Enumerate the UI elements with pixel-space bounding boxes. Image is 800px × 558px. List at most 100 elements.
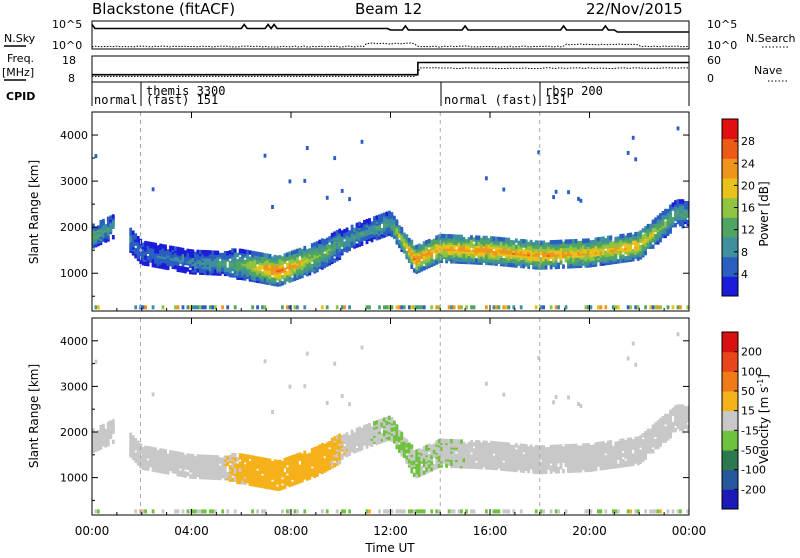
power-echo-cell-1696 bbox=[512, 263, 515, 267]
velocity-echo-cell-1686 bbox=[510, 467, 513, 471]
power-echo-cell-2115 bbox=[607, 252, 610, 256]
power-echo-cell-1243 bbox=[410, 244, 413, 248]
power-echo-cell-1331 bbox=[430, 240, 433, 244]
velocity-echo-cell-1584 bbox=[488, 453, 491, 457]
power-echo-cell-2208 bbox=[627, 305, 630, 309]
velocity-echo-cell-2106 bbox=[604, 455, 607, 459]
power-echo-cell-1757 bbox=[525, 239, 528, 243]
power-echo-cell-288 bbox=[187, 249, 190, 253]
velocity-echo-cell-133 bbox=[144, 460, 147, 464]
power-echo-cell-786 bbox=[301, 249, 304, 253]
power-echo-cell-1235 bbox=[410, 265, 413, 269]
power-echo-cell-1585 bbox=[488, 244, 491, 248]
power-echo-cell-1073 bbox=[368, 305, 371, 309]
power-echo-cell-432 bbox=[221, 305, 224, 309]
power-echo-cell-2408 bbox=[672, 305, 675, 309]
velocity-echo-cell-1942 bbox=[567, 444, 570, 448]
velocity-echo-cell-100 bbox=[134, 438, 137, 442]
velocity-echo-cell-282 bbox=[187, 472, 190, 476]
power-echo-cell-793 bbox=[303, 256, 306, 260]
velocity-echo-cell-318 bbox=[197, 473, 200, 477]
power-echo-cell-2451 bbox=[682, 199, 685, 203]
velocity-echo-cell-588 bbox=[259, 477, 262, 481]
power-echo-cell-774 bbox=[299, 248, 302, 252]
power-echo-cell-1309 bbox=[425, 240, 428, 244]
power-echo-cell-325 bbox=[197, 250, 200, 254]
power-echo-cell-561 bbox=[251, 251, 254, 255]
velocity-echo-cell-2095 bbox=[602, 456, 605, 460]
velocity-echo-cell-797 bbox=[303, 451, 306, 455]
power-echo-cell-1407 bbox=[448, 238, 451, 242]
power-echo-cell-1055 bbox=[366, 240, 369, 244]
power-echo-cell-47 bbox=[102, 219, 105, 223]
velocity-echo-cell-883 bbox=[321, 509, 324, 513]
velocity-echo-cell-162 bbox=[152, 447, 155, 451]
velocity-echo-cell-1435 bbox=[453, 509, 456, 513]
power-echo-cell-535 bbox=[246, 254, 249, 258]
velocity-echo-cell-2286 bbox=[644, 431, 647, 435]
power-echo-cell-82 bbox=[129, 236, 132, 240]
velocity-echo-cell-2157 bbox=[617, 464, 620, 468]
velocity-echo-cell-83 bbox=[129, 437, 132, 441]
power-echo-cell-656 bbox=[274, 274, 277, 278]
power-echo-cell-585 bbox=[256, 305, 259, 309]
velocity-echo-cell-536 bbox=[246, 454, 249, 458]
velocity-echo-cell-798 bbox=[303, 509, 306, 513]
power-echo-cell-695 bbox=[281, 256, 284, 260]
velocity-echo-cell-471 bbox=[231, 453, 234, 457]
power-echo-cell-833 bbox=[311, 243, 314, 247]
power-echo-cell-1966 bbox=[572, 239, 575, 243]
power-echo-cell-734 bbox=[291, 267, 294, 271]
power-echo-cell-1919 bbox=[562, 242, 565, 246]
velocity-echo-cell-1069 bbox=[368, 431, 371, 435]
power-echo-cell-1526 bbox=[475, 258, 478, 262]
power-echo-cell-712 bbox=[286, 263, 289, 267]
power-echo-cell-1844 bbox=[545, 249, 548, 253]
power-echo-cell-1252 bbox=[413, 250, 416, 254]
power-echo-cell-2319 bbox=[652, 220, 655, 224]
velocity-echo-cell-942 bbox=[336, 457, 339, 461]
power-echo-cell-338 bbox=[199, 305, 202, 309]
velocity-echo-cell-60 bbox=[107, 428, 110, 432]
power-echo-cell-1471 bbox=[460, 305, 463, 309]
power-colorbar-label-2: 12 bbox=[741, 224, 755, 237]
power-echo-cell-2148 bbox=[614, 253, 617, 257]
velocity-echo-cell-788 bbox=[303, 473, 306, 477]
velocity-echo-cell-1004 bbox=[348, 402, 351, 406]
velocity-echo-cell-259 bbox=[179, 464, 182, 468]
velocity-echo-cell-1660 bbox=[502, 393, 505, 397]
power-echo-cell-985 bbox=[346, 248, 349, 252]
velocity-echo-cell-50 bbox=[104, 437, 107, 441]
velocity-echo-cell-1600 bbox=[490, 441, 493, 445]
velocity-echo-cell-325 bbox=[197, 454, 200, 458]
power-echo-cell-1435 bbox=[453, 305, 456, 309]
velocity-echo-cell-688 bbox=[281, 479, 284, 483]
velocity-echo-cell-264 bbox=[179, 452, 182, 456]
velocity-echo-cell-1387 bbox=[443, 439, 446, 443]
noise-panel: N.Sky 10^5 10^0 10^5 10^0 N.Search bbox=[4, 18, 796, 52]
velocity-echo-cell-2276 bbox=[642, 439, 645, 443]
velocity-echo-cell-1540 bbox=[478, 453, 481, 457]
power-echo-cell-767 bbox=[299, 275, 302, 279]
power-echo-cell-1087 bbox=[373, 227, 376, 231]
power-echo-cell-544 bbox=[249, 263, 252, 267]
velocity-echo-cell-1475 bbox=[463, 458, 466, 462]
velocity-echo-cell-600 bbox=[261, 480, 264, 484]
velocity-echo-cell-258 bbox=[179, 470, 182, 474]
velocity-echo-cell-2400 bbox=[669, 410, 672, 414]
power-echo-cell-1334 bbox=[433, 259, 436, 263]
velocity-echo-cell-1392 bbox=[445, 455, 448, 459]
power-echo-cell-2165 bbox=[617, 236, 620, 240]
velocity-echo-cell-101 bbox=[134, 509, 137, 513]
velocity-echo-cell-273 bbox=[182, 452, 185, 456]
velocity-echo-cell-2198 bbox=[627, 460, 630, 464]
velocity-echo-cell-2254 bbox=[637, 441, 640, 445]
velocity-echo-cell-730 bbox=[289, 385, 292, 389]
velocity-echo-cell-1307 bbox=[425, 451, 428, 455]
power-echo-cell-2460 bbox=[684, 201, 687, 205]
velocity-echo-cell-1258 bbox=[415, 468, 418, 472]
velocity-echo-cell-2134 bbox=[609, 440, 612, 444]
velocity-echo-cell-869 bbox=[318, 444, 321, 448]
power-echo-cell-2438 bbox=[679, 199, 682, 203]
velocity-echo-cell-1296 bbox=[423, 446, 426, 450]
